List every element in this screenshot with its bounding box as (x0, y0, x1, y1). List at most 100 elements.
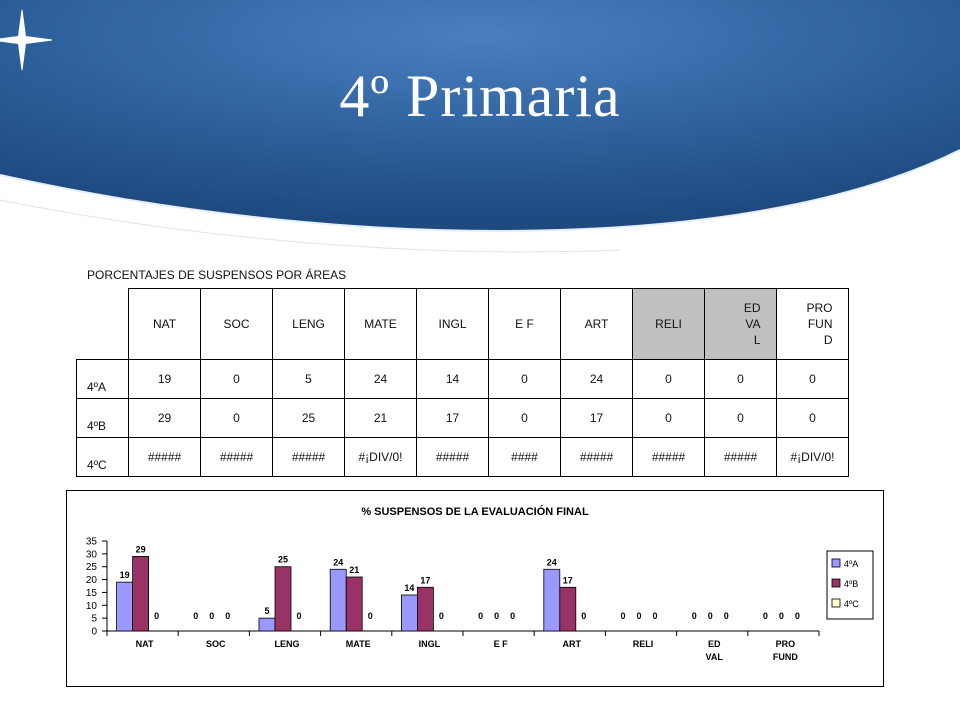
bar-4ºB (132, 556, 149, 632)
header-cell: LENG (272, 288, 345, 360)
data-label: 0 (209, 611, 214, 621)
table-cell: 25 (272, 398, 345, 438)
x-tick-label: INGL (419, 639, 441, 649)
data-label: 0 (581, 611, 586, 621)
data-label: 0 (652, 611, 657, 621)
bar-4ºB (416, 586, 434, 632)
data-label: 0 (478, 611, 483, 621)
x-tick-label: FUND (773, 652, 798, 662)
bar-chart: % SUSPENSOS DE LA EVALUACIÓN FINAL 0 5 10 15… (86, 505, 874, 662)
table-row: 4ºC ##### ##### ##### #¡DIV/0! ##### ###… (76, 437, 849, 477)
table-cell: 0 (200, 398, 273, 438)
legend-swatch (831, 578, 841, 588)
data-label: 0 (296, 611, 301, 621)
table-cell: ##### (128, 437, 201, 477)
table-cell: 14 (416, 359, 489, 399)
header-cell-text: PRO FUN D (806, 301, 833, 347)
x-tick-label: VAL (706, 652, 724, 662)
slide-title: 4º Primaria (339, 63, 621, 129)
data-label: 0 (620, 611, 625, 621)
header-cell: INGL (416, 288, 489, 360)
table-cell: 0 (200, 359, 273, 399)
legend-label: 4ºC (844, 599, 859, 609)
table-cell: #### (488, 437, 561, 477)
data-label: 0 (510, 611, 515, 621)
bar-4ºA (329, 568, 347, 632)
header-cell: ART (560, 288, 633, 360)
table-header-row: NAT SOC LENG MATE INGL E F ART RELI ED V… (76, 288, 849, 360)
data-label: 0 (779, 611, 784, 621)
table-cell: 17 (416, 398, 489, 438)
x-tick-label: LENG (274, 639, 299, 649)
header-cell-text: ED VA L (743, 301, 761, 347)
table-cell: 0 (776, 359, 849, 399)
x-tick-label: ED (708, 639, 721, 649)
x-tick-label: PRO (776, 639, 796, 649)
header-cell: RELI (632, 288, 705, 360)
failure-rate-table: NAT SOC LENG MATE INGL E F ART RELI ED V… (76, 288, 849, 477)
table-cell: 19 (128, 359, 201, 399)
legend-label: 4ºB (844, 579, 858, 589)
table-cell: ##### (704, 437, 777, 477)
data-label: 0 (494, 611, 499, 621)
table-cell: ##### (632, 437, 705, 477)
legend-label: 4ºA (844, 559, 858, 569)
header-background (0, 0, 960, 253)
table-row: 4ºB 29 0 25 21 17 0 17 0 0 0 (76, 398, 849, 438)
header-cell: PRO FUN D (776, 288, 849, 360)
table-cell: 0 (704, 398, 777, 438)
bar-4ºA (400, 594, 418, 632)
data-label: 17 (420, 575, 430, 585)
row-label: 4ºA (76, 359, 129, 399)
table-cell: ##### (416, 437, 489, 477)
table-cell: 0 (776, 398, 849, 438)
compass-star-icon (0, 9, 53, 71)
data-label: 29 (136, 544, 146, 554)
x-tick-label: MATE (346, 639, 371, 649)
y-tick-label: 15 (86, 588, 98, 599)
y-tick-label: 35 (86, 537, 98, 548)
header-cell: ED VA L (704, 288, 777, 360)
bar-4ºA (116, 581, 133, 632)
table-cell: #¡DIV/0! (776, 437, 849, 477)
header-cell: E F (488, 288, 561, 360)
data-label: 0 (636, 611, 641, 621)
data-label: 0 (154, 611, 159, 621)
data-label: 14 (404, 583, 414, 593)
table-cell: 0 (704, 359, 777, 399)
data-label: 21 (349, 565, 359, 575)
table-cell: 24 (344, 359, 417, 399)
table-cell: 0 (632, 398, 705, 438)
header-cell: MATE (344, 288, 417, 360)
table-cell: 0 (632, 359, 705, 399)
y-tick-label: 25 (86, 562, 98, 573)
data-label: 0 (692, 611, 697, 621)
row-label: 4ºB (76, 398, 129, 438)
header-cell: SOC (200, 288, 273, 360)
data-label: 5 (264, 606, 269, 616)
table-cell: 17 (560, 398, 633, 438)
legend-swatch (831, 598, 841, 608)
table-corner (76, 288, 129, 360)
y-tick-label: 5 (91, 614, 97, 625)
chart-title: % SUSPENSOS DE LA EVALUACIÓN FINAL (361, 505, 589, 518)
data-label: 0 (724, 611, 729, 621)
y-tick-label: 0 (91, 627, 97, 638)
table-caption: PORCENTAJES DE SUSPENSOS POR ÁREAS (87, 268, 347, 282)
data-label: 17 (563, 575, 573, 585)
x-tick-label: ART (563, 639, 582, 649)
table-cell: ##### (560, 437, 633, 477)
row-label: 4ºC (76, 437, 129, 477)
table-cell: 29 (128, 398, 201, 438)
table-cell: 24 (560, 359, 633, 399)
table-cell: 0 (488, 398, 561, 438)
table-cell: ##### (200, 437, 273, 477)
data-label: 24 (547, 557, 557, 567)
data-label: 0 (439, 611, 444, 621)
data-label: 0 (368, 611, 373, 621)
table-cell: 21 (344, 398, 417, 438)
table-cell: 0 (488, 359, 561, 399)
bar-4ºB (274, 566, 292, 632)
table-cell: 5 (272, 359, 345, 399)
table-row: 4ºA 19 0 5 24 14 0 24 0 0 0 (76, 359, 849, 399)
